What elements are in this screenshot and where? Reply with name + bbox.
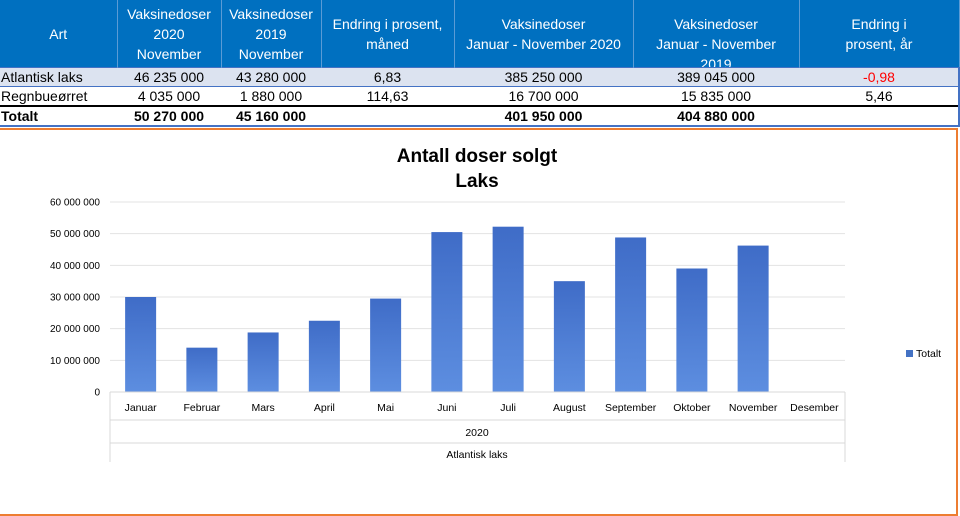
header-jan-nov-2020: Vaksinedoser Januar - November 2020 (454, 0, 634, 68)
header-endring-ar: Endring i prosent, år (799, 0, 960, 68)
cell-nov2020: 4 035 000 (117, 86, 221, 107)
x-tick-label: November (729, 402, 778, 414)
y-tick-label: 0 (94, 388, 100, 399)
cell-nov2020: 46 235 000 (117, 67, 221, 87)
bar-februar (186, 347, 218, 392)
header-nov-2019: Vaksinedoser 2019 November (221, 0, 322, 68)
bar-september (615, 237, 647, 392)
y-tick-label: 40 000 000 (50, 261, 100, 272)
table-row: Atlantisk laks 46 235 000 43 280 000 6,8… (0, 67, 959, 87)
bar-mai (370, 298, 402, 392)
cell-art: Totalt (0, 105, 117, 127)
cell-endring-ar (799, 105, 959, 127)
bar-oktober (676, 268, 708, 392)
table-right-border (958, 67, 960, 127)
header-nov-2020: Vaksinedoser 2020 November (117, 0, 222, 68)
header-art: Art (0, 0, 118, 68)
x-group-label-year: 2020 (465, 427, 489, 439)
x-group-label-species: Atlantisk laks (446, 449, 507, 461)
bar-august (553, 281, 585, 392)
chart-title: Antall doser solgt (397, 146, 558, 167)
table-row-total: Totalt 50 270 000 45 160 000 401 950 000… (0, 105, 959, 127)
cell-endring-maned: 114,63 (321, 86, 454, 107)
x-tick-label: April (314, 402, 335, 414)
bar-juli (492, 226, 524, 392)
header-endring-maned: Endring i prosent, måned (321, 0, 455, 68)
y-tick-label: 10 000 000 (50, 356, 100, 367)
vaccine-doses-table: Art Vaksinedoser 2020 November Vaksinedo… (0, 0, 960, 127)
bar-mars (247, 332, 279, 392)
x-tick-label: Mai (377, 402, 394, 414)
cell-nov2019: 1 880 000 (221, 86, 321, 107)
chart-subtitle: Laks (455, 171, 498, 192)
cell-endring-maned: 6,83 (321, 67, 454, 87)
bar-juni (431, 232, 463, 392)
doses-table: Art Vaksinedoser 2020 November Vaksinedo… (0, 0, 960, 127)
bar-januar (125, 297, 157, 392)
x-tick-label: Januar (125, 402, 158, 414)
y-tick-label: 20 000 000 (50, 324, 100, 335)
cell-jan-nov-2020: 401 950 000 (454, 105, 633, 127)
y-tick-label: 60 000 000 (50, 198, 100, 209)
bar-november (737, 245, 769, 392)
bar-april (308, 320, 340, 392)
x-tick-label: September (605, 402, 657, 414)
cell-endring-ar: -0,98 (799, 67, 959, 87)
x-tick-label: Mars (251, 402, 274, 414)
x-tick-label: Juli (500, 402, 516, 414)
cell-jan-nov-2019: 404 880 000 (633, 105, 799, 127)
x-tick-label: Februar (183, 402, 220, 414)
y-tick-label: 50 000 000 (50, 229, 100, 240)
x-tick-label: Oktober (673, 402, 711, 414)
x-tick-label: Desember (790, 402, 839, 414)
cell-nov2020: 50 270 000 (117, 105, 221, 127)
y-tick-label: 30 000 000 (50, 293, 100, 304)
cell-nov2019: 45 160 000 (221, 105, 321, 127)
cell-nov2019: 43 280 000 (221, 67, 321, 87)
x-tick-label: Juni (437, 402, 456, 414)
cell-endring-maned (321, 105, 454, 127)
cell-art: Regnbueørret (0, 86, 117, 107)
x-tick-label: August (553, 402, 586, 414)
cell-jan-nov-2019: 389 045 000 (633, 67, 799, 87)
cell-art: Atlantisk laks (0, 67, 117, 87)
legend-swatch (906, 350, 913, 357)
table-header-row: Art Vaksinedoser 2020 November Vaksinedo… (0, 0, 960, 68)
legend-label: Totalt (916, 348, 941, 360)
header-jan-nov-2019: Vaksinedoser Januar - November 2019 (633, 0, 800, 68)
cell-jan-nov-2020: 385 250 000 (454, 67, 633, 87)
